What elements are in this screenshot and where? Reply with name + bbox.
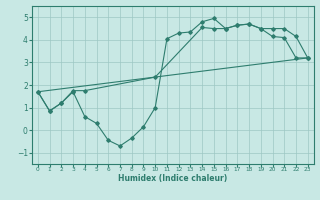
X-axis label: Humidex (Indice chaleur): Humidex (Indice chaleur) xyxy=(118,174,228,183)
